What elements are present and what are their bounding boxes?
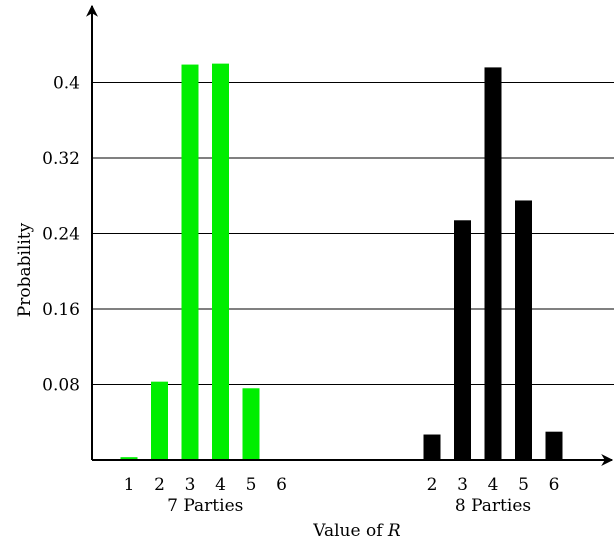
bar <box>151 381 168 460</box>
bar <box>120 457 138 460</box>
y-tick-label: 0.4 <box>53 74 80 94</box>
x-tick-label: 2 <box>154 475 165 495</box>
bar <box>484 67 502 461</box>
y-axis-label: Probability <box>15 222 35 317</box>
gridlines <box>92 82 614 385</box>
bar <box>242 388 260 460</box>
x-tick-label: 3 <box>457 475 468 495</box>
x-tick-label: 4 <box>488 475 499 495</box>
bar <box>181 64 199 460</box>
y-tick-label: 0.08 <box>42 376 80 396</box>
x-axis-label-variable: R <box>387 521 401 541</box>
group-label: 7 Parties <box>167 496 243 516</box>
bar <box>423 434 441 460</box>
x-axis-label: Value of R <box>312 521 401 541</box>
x-tick-label: 4 <box>215 475 226 495</box>
x-tick-label: 5 <box>518 475 529 495</box>
group-label: 8 Parties <box>455 496 531 516</box>
bar <box>545 431 563 460</box>
x-tick-label: 6 <box>276 475 287 495</box>
x-tick-label: 2 <box>427 475 438 495</box>
bar <box>212 63 229 460</box>
y-tick-label: 0.24 <box>42 225 80 245</box>
y-tick-label: 0.16 <box>42 300 80 320</box>
x-tick-label: 1 <box>124 475 135 495</box>
bar <box>515 200 532 460</box>
y-tick-labels: 0.08 0.16 0.24 0.32 0.4 <box>42 74 80 396</box>
x-tick-label: 6 <box>549 475 560 495</box>
x-axis-label-text: Value of <box>312 521 388 541</box>
x-tick-label: 5 <box>246 475 257 495</box>
group-labels: 7 Parties 8 Parties <box>167 496 531 516</box>
x-tick-label: 3 <box>185 475 196 495</box>
bar <box>454 220 471 460</box>
bars <box>120 63 563 461</box>
y-tick-label: 0.32 <box>42 149 80 169</box>
